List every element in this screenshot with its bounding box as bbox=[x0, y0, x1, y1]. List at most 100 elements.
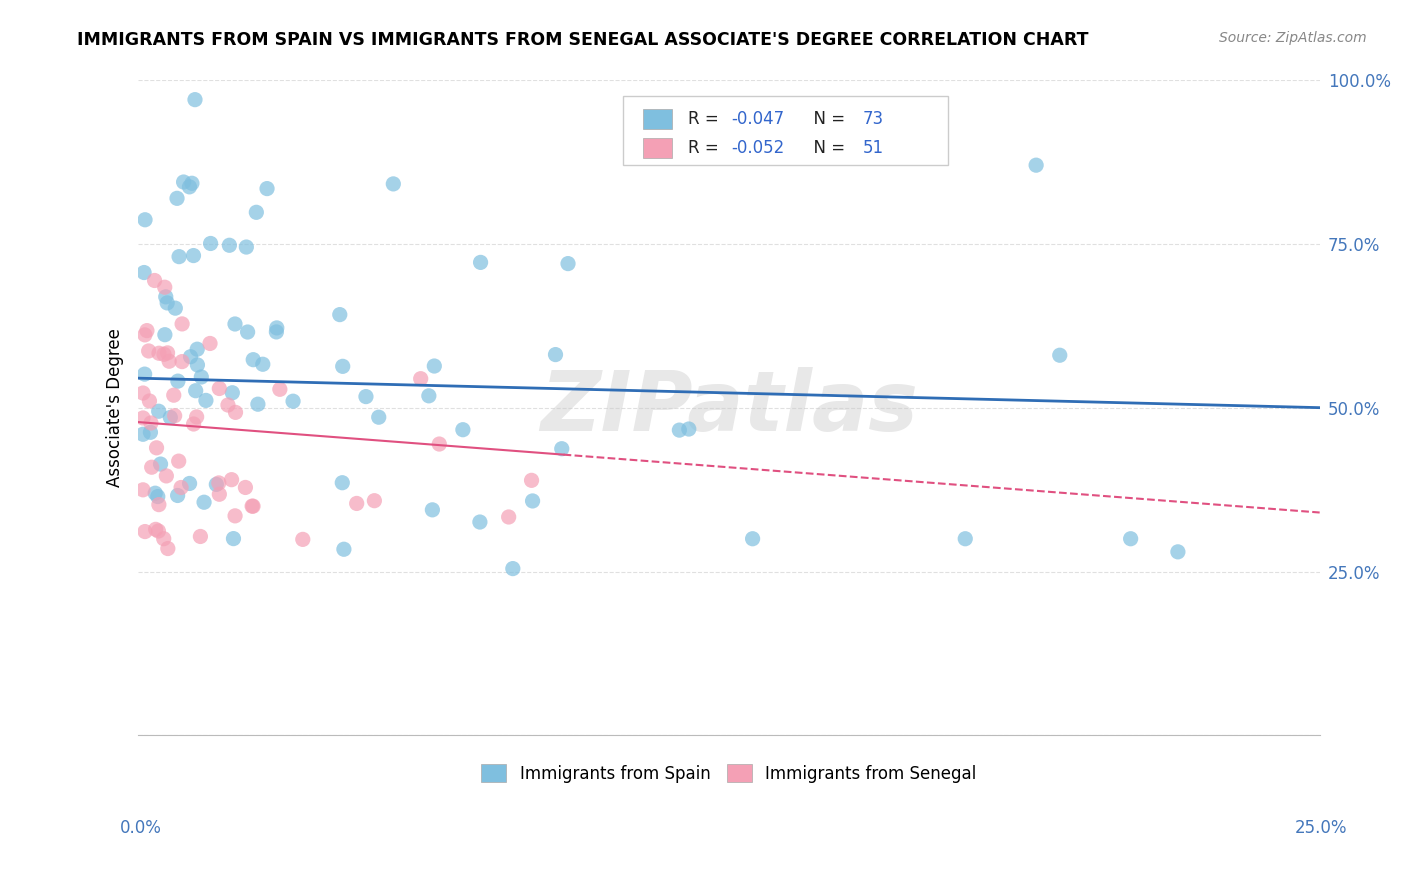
Point bbox=[170, 481, 193, 495]
Point bbox=[138, 343, 160, 358]
Point bbox=[346, 496, 368, 510]
Point bbox=[208, 382, 231, 396]
Point bbox=[245, 205, 267, 219]
Point bbox=[266, 321, 288, 335]
Legend: Immigrants from Spain, Immigrants from Senegal: Immigrants from Spain, Immigrants from S… bbox=[475, 758, 983, 789]
Point bbox=[221, 473, 243, 487]
Point bbox=[184, 93, 207, 107]
Point bbox=[186, 358, 208, 372]
Point bbox=[418, 389, 440, 403]
Point bbox=[163, 388, 186, 402]
Point bbox=[291, 533, 314, 547]
Point bbox=[1025, 158, 1047, 172]
Point bbox=[222, 532, 245, 546]
Point bbox=[367, 410, 389, 425]
Point bbox=[246, 397, 269, 411]
Point bbox=[132, 266, 155, 280]
Point bbox=[132, 427, 155, 442]
Point bbox=[153, 280, 176, 294]
Point bbox=[138, 394, 160, 409]
Point bbox=[217, 398, 239, 412]
Point bbox=[183, 417, 205, 431]
Point bbox=[678, 422, 700, 436]
Point bbox=[155, 290, 177, 304]
Point bbox=[159, 410, 181, 425]
Point bbox=[145, 441, 167, 455]
Text: 51: 51 bbox=[862, 139, 883, 157]
Point bbox=[557, 257, 579, 271]
Point bbox=[332, 359, 354, 374]
Point bbox=[181, 176, 204, 190]
Point bbox=[1167, 545, 1189, 559]
Point bbox=[186, 342, 208, 356]
Text: R =: R = bbox=[688, 139, 724, 157]
Text: R =: R = bbox=[688, 110, 724, 128]
Point bbox=[153, 347, 176, 361]
Point bbox=[422, 503, 444, 517]
Point bbox=[269, 382, 291, 396]
Point bbox=[551, 442, 574, 456]
Text: -0.052: -0.052 bbox=[731, 139, 785, 157]
Point bbox=[502, 561, 524, 575]
Point bbox=[165, 301, 187, 315]
Point bbox=[252, 357, 274, 371]
Point bbox=[235, 480, 257, 494]
Point bbox=[221, 385, 243, 400]
Point bbox=[741, 532, 763, 546]
Point bbox=[167, 454, 190, 468]
Point bbox=[163, 409, 186, 423]
Point bbox=[208, 487, 231, 501]
Point bbox=[155, 469, 177, 483]
Point bbox=[184, 384, 207, 398]
Point bbox=[183, 249, 205, 263]
Point bbox=[134, 524, 156, 539]
Point bbox=[193, 495, 215, 509]
Point bbox=[242, 352, 264, 367]
Point bbox=[153, 327, 176, 342]
Point bbox=[167, 250, 190, 264]
Point bbox=[266, 325, 288, 339]
Point bbox=[148, 346, 170, 360]
Point bbox=[423, 359, 446, 373]
Point bbox=[166, 191, 188, 205]
Point bbox=[167, 374, 190, 388]
Point bbox=[668, 423, 690, 437]
Point bbox=[152, 532, 174, 546]
Point bbox=[156, 296, 179, 310]
Text: IMMIGRANTS FROM SPAIN VS IMMIGRANTS FROM SENEGAL ASSOCIATE'S DEGREE CORRELATION : IMMIGRANTS FROM SPAIN VS IMMIGRANTS FROM… bbox=[77, 31, 1088, 49]
FancyBboxPatch shape bbox=[643, 138, 672, 158]
Point bbox=[143, 273, 166, 287]
Point bbox=[134, 212, 156, 227]
Point bbox=[180, 350, 202, 364]
Point bbox=[156, 346, 179, 360]
Point bbox=[148, 404, 170, 418]
Point bbox=[166, 488, 188, 502]
Point bbox=[333, 542, 356, 557]
Point bbox=[240, 499, 263, 513]
Point bbox=[194, 393, 217, 408]
Point bbox=[132, 411, 155, 425]
Point bbox=[173, 175, 195, 189]
Point bbox=[256, 181, 278, 195]
Point bbox=[139, 425, 162, 440]
Y-axis label: Associate's Degree: Associate's Degree bbox=[107, 328, 124, 487]
FancyBboxPatch shape bbox=[623, 96, 948, 165]
Point bbox=[208, 475, 231, 490]
Point bbox=[470, 255, 492, 269]
Text: -0.047: -0.047 bbox=[731, 110, 785, 128]
Point bbox=[498, 510, 520, 524]
Text: 0.0%: 0.0% bbox=[120, 819, 162, 837]
Point bbox=[363, 493, 385, 508]
Point bbox=[146, 490, 169, 504]
Point bbox=[235, 240, 257, 254]
Point bbox=[170, 354, 193, 368]
Point bbox=[955, 532, 977, 546]
Text: N =: N = bbox=[803, 110, 851, 128]
Point bbox=[236, 325, 259, 339]
Point bbox=[354, 390, 377, 404]
Point bbox=[148, 524, 170, 538]
Point bbox=[224, 317, 246, 331]
Point bbox=[544, 348, 567, 362]
Point bbox=[179, 476, 201, 491]
Point bbox=[136, 324, 159, 338]
